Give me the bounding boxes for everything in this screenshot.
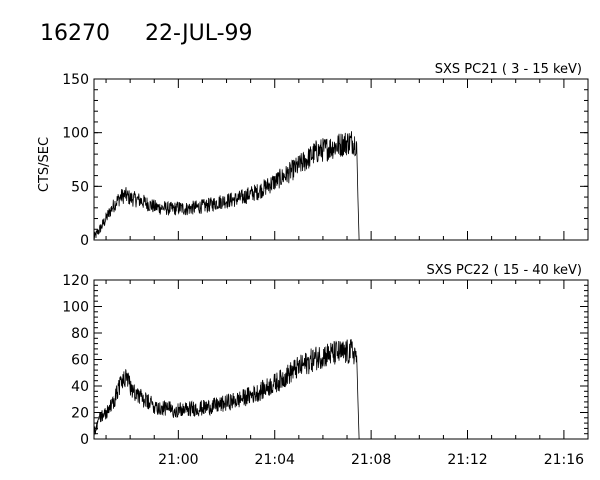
x-tick-label: 21:04 [255, 452, 295, 468]
observation-date: 22-JUL-99 [145, 21, 253, 46]
y-tick-label: 100 [62, 300, 89, 316]
y-tick-label: 60 [71, 353, 89, 369]
y-tick-label: 120 [62, 273, 89, 289]
panel-2: SXS PC22 ( 15 - 40 keV) 0 20 40 60 80 100 120 21… [62, 263, 589, 468]
x-tick-label: 21:08 [351, 452, 391, 468]
y-tick-label: 50 [71, 179, 89, 195]
x-tick-label: 21:12 [447, 452, 487, 468]
plots: SXS PC21 ( 3 - 15 keV)050100150CTS/SECSX… [37, 62, 589, 468]
panel-title: SXS PC21 ( 3 - 15 keV) [435, 62, 582, 77]
y-tick-label: 40 [71, 379, 89, 395]
series-line [93, 131, 360, 241]
y-tick-label: 100 [62, 126, 89, 142]
y-axis-label: CTS/SEC [37, 137, 52, 192]
y-tick-label: 20 [71, 406, 89, 422]
x-tick-label: 21:00 [158, 452, 198, 468]
observation-id: 16270 [40, 21, 110, 46]
y-tick-label: 150 [62, 72, 89, 88]
plot-frame [93, 279, 589, 440]
series-line [93, 339, 360, 440]
plot-frame [93, 78, 589, 241]
y-tick-label: 0 [80, 432, 89, 448]
y-tick-label: 80 [71, 326, 89, 342]
panel-1: SXS PC21 ( 3 - 15 keV) 0 50 100 150 CTS/SEC [37, 62, 589, 249]
x-tick-label: 21:16 [544, 452, 584, 468]
panel-title: SXS PC22 ( 15 - 40 keV) [426, 263, 582, 278]
y-tick-label: 0 [80, 233, 89, 249]
